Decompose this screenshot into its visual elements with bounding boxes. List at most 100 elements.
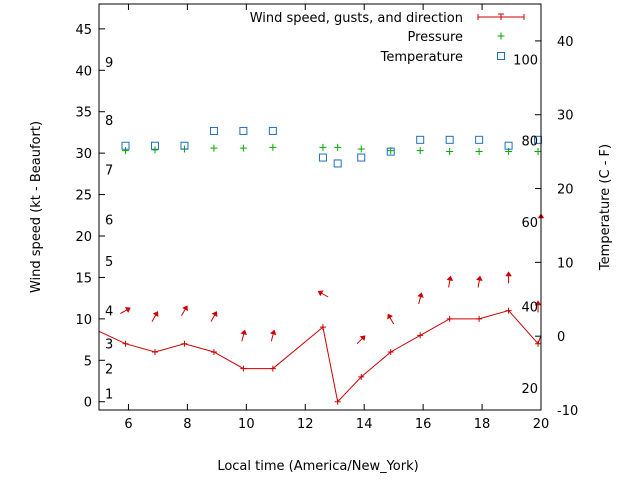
wind-arrow-head (446, 275, 454, 281)
wind-arrow-head (359, 335, 366, 342)
wind-direction-arrow (181, 305, 188, 317)
wind-direction-arrow (240, 329, 247, 342)
x-tick-label: 18 (474, 417, 491, 432)
pressure-point (269, 143, 277, 151)
temperature-point (357, 153, 366, 162)
legend-marker-pressure (497, 32, 505, 40)
wind-direction-arrow (120, 307, 131, 315)
y-tick-label: 30 (75, 147, 92, 162)
wind-speed-point (417, 332, 424, 339)
legend-marker-temperature (497, 52, 505, 60)
wind-arrow-head (124, 307, 131, 313)
wind-arrow-head (476, 275, 483, 281)
x-tick-label: 8 (183, 417, 191, 432)
wind-speed-point (151, 349, 158, 355)
temperature-point (333, 159, 342, 168)
temperature-point (504, 141, 513, 150)
temperature-point (416, 135, 425, 144)
beaufort-label: 6 (105, 213, 113, 228)
fahrenheit-label: 100 (513, 53, 538, 68)
x-tick-label: 12 (297, 417, 314, 432)
temperature-point (386, 147, 395, 156)
y2-tick-label: -10 (557, 404, 578, 419)
wind-speed-line (98, 310, 542, 403)
wind-speed-point (446, 315, 453, 322)
wind-direction-arrow (356, 335, 366, 345)
wind-direction-arrow (476, 275, 483, 288)
pressure-point (334, 143, 342, 151)
wind-arrow-head (152, 311, 159, 317)
y2-tick-label: 20 (557, 183, 574, 198)
y-tick-label: 10 (75, 313, 92, 328)
y-tick-label: 5 (84, 354, 92, 369)
pressure-point (151, 146, 159, 154)
legend-label-temperature: Temperature (380, 50, 463, 65)
temperature-point (534, 135, 543, 144)
wind-speed-point (387, 349, 394, 355)
wind-speed-point (210, 349, 217, 355)
legend-label-wind: Wind speed, gusts, and direction (250, 11, 463, 26)
wind-speed-point (535, 340, 542, 347)
y-tick-label: 40 (75, 64, 92, 79)
wind-speed-point (334, 398, 341, 405)
y-tick-label: 0 (84, 396, 92, 411)
x-tick-label: 14 (356, 417, 373, 432)
wind-direction-arrow (387, 313, 395, 325)
wind-arrow-head (534, 300, 542, 306)
plot-marks (98, 126, 545, 405)
y2-tick-label: 10 (557, 256, 574, 271)
legend-label-pressure: Pressure (407, 30, 463, 45)
beaufort-label: 2 (105, 363, 113, 378)
wind-direction-arrow (317, 290, 329, 298)
y2-tick-label: 30 (557, 109, 574, 124)
wind-direction-arrow (210, 311, 218, 322)
y-axis-label: Wind speed (kt - Beaufort) (29, 121, 44, 293)
y-tick-label: 35 (75, 106, 92, 121)
wind-arrow-head (505, 271, 512, 277)
pressure-point (416, 147, 424, 155)
y2-axis-label: Temperature (C - F) (598, 144, 613, 271)
legend: Wind speed, gusts, and direction Pressure… (250, 11, 525, 65)
beaufort-label: 9 (105, 56, 113, 71)
x-axis-label: Local time (America/New_York) (217, 459, 418, 474)
pressure-point (239, 144, 247, 152)
wind-direction-arrow (505, 271, 512, 284)
wind-arrow-head (211, 311, 218, 317)
pressure-point (534, 147, 542, 155)
wind-arrow-head (182, 305, 188, 312)
pressure-point (319, 143, 327, 151)
wind-speed-point (476, 315, 483, 322)
wind-arrow-head (417, 292, 424, 298)
wind-direction-arrow (446, 275, 454, 288)
pressure-point (446, 147, 454, 155)
fahrenheit-label: 20 (521, 382, 538, 397)
wind-speed-point (319, 324, 326, 331)
temperature-point (150, 141, 159, 150)
temperature-point (268, 126, 277, 135)
wind-arrow-head (269, 329, 277, 336)
beaufort-label: 8 (105, 114, 113, 129)
wind-speed-point (240, 365, 247, 372)
wind-direction-arrow (269, 329, 277, 342)
y-tick-label: 45 (75, 23, 92, 38)
x-tick-label: 16 (415, 417, 432, 432)
wind-direction-arrow (151, 311, 159, 322)
temperature-point (445, 135, 454, 144)
pressure-point (210, 144, 218, 152)
wind-arrow-head (240, 329, 247, 336)
wind-speed-point (122, 340, 129, 347)
wind-speed-point (181, 340, 188, 347)
wind-speed-point (269, 365, 276, 372)
wind-speed-point (358, 373, 365, 380)
fahrenheit-label: 40 (521, 301, 538, 316)
temperature-point (239, 126, 248, 135)
beaufort-label: 7 (105, 164, 113, 179)
temperature-point (475, 135, 484, 144)
y-tick-label: 20 (75, 230, 92, 245)
x-tick-label: 10 (238, 417, 255, 432)
temperature-point (318, 153, 327, 162)
x-tick-label: 6 (124, 417, 132, 432)
y-tick-label: 25 (75, 189, 92, 204)
wind-arrow-head (387, 313, 393, 320)
